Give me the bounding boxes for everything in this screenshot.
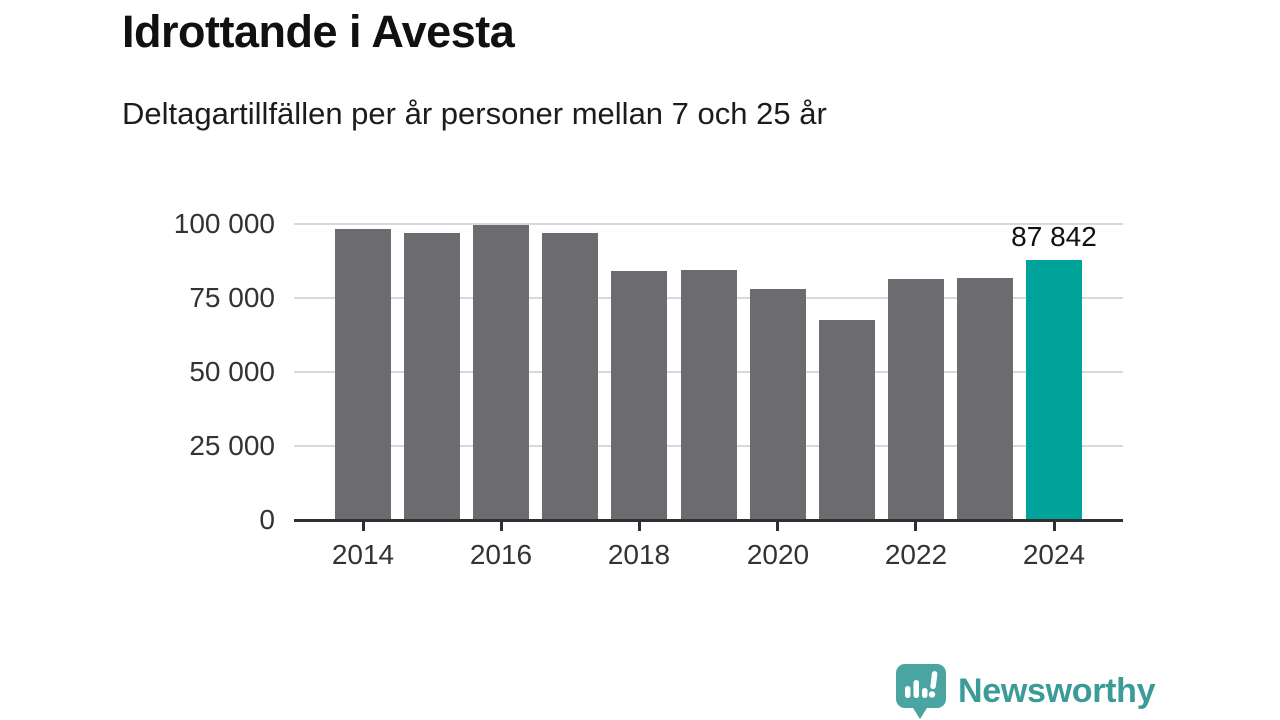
x-axis-tick-label: 2018 <box>607 539 671 570</box>
y-axis-tick-label: 75 000 <box>189 282 275 313</box>
bar-2015 <box>404 233 460 520</box>
bar-2019 <box>681 270 737 520</box>
brand-footer: Newsworthy <box>895 662 1156 720</box>
x-axis-tick-label: 2016 <box>469 539 533 570</box>
newsworthy-logo-icon <box>896 664 946 719</box>
y-axis-tick-label: 50 000 <box>189 356 275 387</box>
x-axis-tick-label: 2022 <box>884 539 948 570</box>
gridline <box>294 223 1123 225</box>
x-axis-tick <box>638 522 641 531</box>
bar-2021 <box>819 319 875 520</box>
x-axis-tick-label: 2014 <box>331 539 395 570</box>
y-axis-tick-label: 0 <box>259 504 275 535</box>
bar-2023 <box>957 277 1013 520</box>
x-axis-tick <box>914 522 917 531</box>
bar-2016 <box>473 224 529 520</box>
bar-2024 <box>1026 259 1082 520</box>
x-axis-tick-label: 2020 <box>746 539 810 570</box>
bar-2017 <box>542 232 598 520</box>
x-axis-tick <box>776 522 779 531</box>
chart-title: Idrottande i Avesta <box>122 6 515 57</box>
bar-2020 <box>750 289 806 520</box>
y-axis-tick-label: 100 000 <box>173 208 275 239</box>
y-axis-tick-label: 25 000 <box>189 430 275 461</box>
x-axis-tick <box>500 522 503 531</box>
x-axis-line <box>294 519 1123 522</box>
x-axis-tick-label: 2024 <box>1022 539 1086 570</box>
x-axis-tick <box>362 522 365 531</box>
bar-2022 <box>888 279 944 520</box>
bar-2018 <box>611 271 667 520</box>
value-label: 87 842 <box>1011 220 1097 252</box>
x-axis-tick <box>1053 522 1056 531</box>
brand-name: Newsworthy <box>958 671 1156 710</box>
chart-subtitle: Deltagartillfällen per år personer mella… <box>122 96 827 131</box>
bar-2014 <box>335 229 391 520</box>
